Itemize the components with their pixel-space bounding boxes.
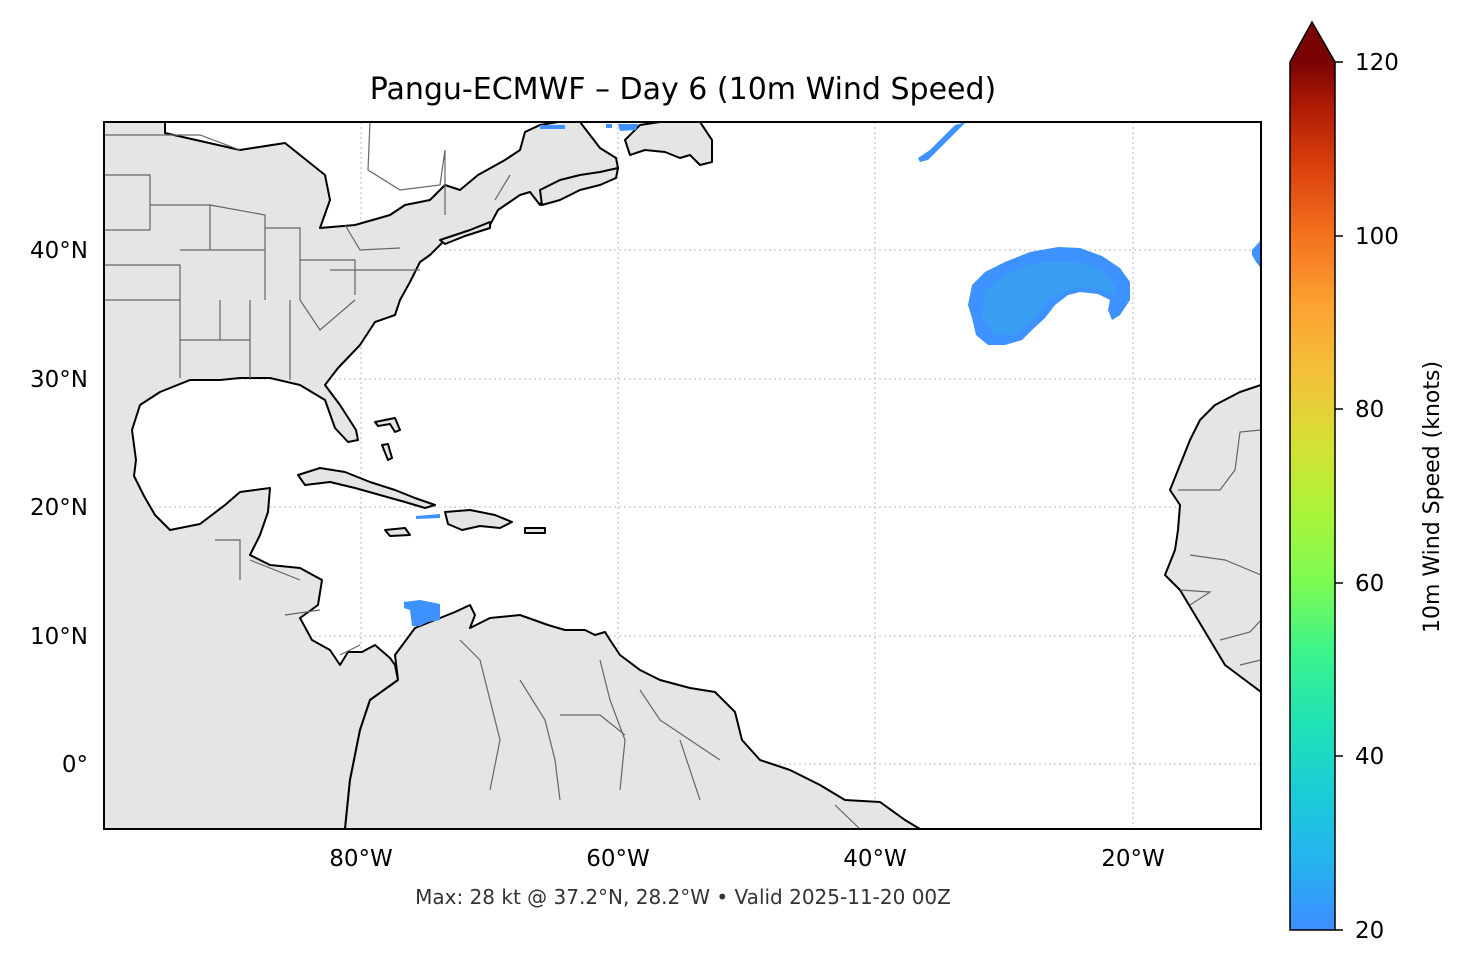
- wind-patch-north: [918, 122, 966, 162]
- colorbar-tick-60: 60: [1355, 571, 1384, 597]
- lat-tick-10: 10°N: [30, 624, 88, 650]
- long-island: [439, 221, 491, 245]
- land: [104, 122, 1261, 829]
- map-title: Pangu-ECMWF – Day 6 (10m Wind Speed): [370, 72, 997, 107]
- colorbar-tick-80: 80: [1355, 397, 1384, 423]
- colorbar-tick-40: 40: [1355, 744, 1384, 770]
- colorbar-tick-120: 120: [1355, 50, 1399, 76]
- lon-tick-60: 60°W: [586, 846, 650, 872]
- jamaica-island: [384, 527, 411, 537]
- map-footer: Max: 28 kt @ 37.2°N, 28.2°W • Valid 2025…: [415, 885, 951, 909]
- political-borders: [104, 122, 1261, 829]
- wind-patch-east-edge: [1252, 240, 1261, 268]
- state-borders: [104, 174, 420, 380]
- south-america-landmass: [344, 604, 921, 829]
- newfoundland-island: [624, 122, 713, 166]
- wind-swath-core: [982, 262, 1115, 335]
- bahamas-island: [374, 417, 401, 433]
- colorbar-tick-marks: [1335, 61, 1343, 931]
- lon-tick-40: 40°W: [843, 846, 907, 872]
- nova-scotia: [539, 167, 619, 206]
- lat-tick-0: 0°: [62, 752, 88, 778]
- colorbar-tick-labels: 20 40 60 80 100 120: [1355, 50, 1399, 944]
- colorbar-tick-100: 100: [1355, 224, 1399, 250]
- wind-patch-caribbean: [404, 600, 440, 626]
- lon-tick-80: 80°W: [329, 846, 393, 872]
- lat-tick-20: 20°N: [30, 495, 88, 521]
- canada-borders: [367, 122, 511, 215]
- colorbar: 20 40 60 80 100 120 10m Wind Speed (knot…: [1289, 20, 1445, 944]
- wind-patch-gulf-stlawrence: [540, 125, 565, 129]
- puerto-rico-island: [524, 527, 546, 534]
- colorbar-outline: [1289, 20, 1336, 931]
- map-area: [104, 122, 1261, 829]
- lon-tick-20: 20°W: [1101, 846, 1165, 872]
- us-canada-border: [104, 134, 241, 151]
- north-america-landmass: [104, 122, 619, 829]
- hispaniola-island: [444, 509, 513, 531]
- wind-patch-hispaniola: [416, 514, 440, 519]
- lon-tick-labels: 80°W 60°W 40°W 20°W: [329, 846, 1165, 872]
- central-america-borders: [215, 539, 361, 656]
- south-america-borders: [459, 639, 861, 829]
- lat-tick-30: 30°N: [30, 367, 88, 393]
- map-frame: [103, 121, 1262, 830]
- colorbar-label: 10m Wind Speed (knots): [1420, 361, 1445, 633]
- colorbar-extend-max-triangle: [1290, 22, 1335, 62]
- africa-landmass: [1164, 384, 1261, 693]
- lat-tick-40: 40°N: [30, 238, 88, 264]
- colorbar-gradient: [1290, 62, 1335, 930]
- bahamas-small-island: [381, 443, 393, 461]
- africa-borders: [1178, 429, 1261, 666]
- colorbar-tick-20: 20: [1355, 918, 1384, 944]
- lat-tick-labels: 40°N 30°N 20°N 10°N 0°: [30, 238, 88, 778]
- cuba-island: [297, 467, 436, 509]
- wind-patch-newfoundland: [606, 124, 638, 131]
